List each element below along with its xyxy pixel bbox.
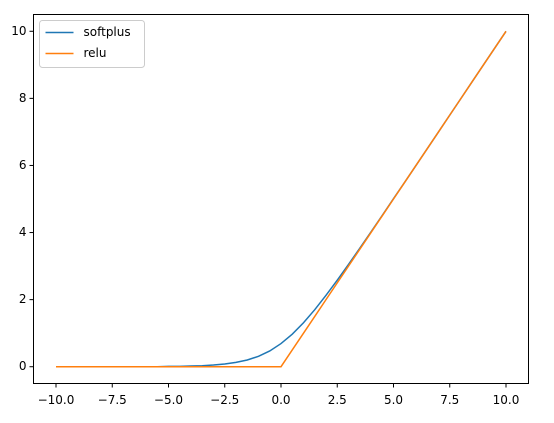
legend-label: softplus xyxy=(84,25,131,39)
x-tick-label: 10.0 xyxy=(493,393,520,407)
x-tick-label: −10.0 xyxy=(38,393,75,407)
x-tick-label: −7.5 xyxy=(98,393,127,407)
x-tick-label: 7.5 xyxy=(440,393,459,407)
x-tick-label: −2.5 xyxy=(210,393,239,407)
line xyxy=(56,30,507,368)
x-tick-label: −5.0 xyxy=(154,393,183,407)
y-tick-label: 2 xyxy=(19,292,27,306)
x-tick-label: 5.0 xyxy=(384,393,403,407)
y-tick-label: 6 xyxy=(19,158,27,172)
x-tick-label: 2.5 xyxy=(328,393,347,407)
y-tick-label: 0 xyxy=(19,359,27,373)
axes-frame xyxy=(33,14,529,384)
y-tick-label: 4 xyxy=(19,225,27,239)
y-tick-label: 10 xyxy=(11,24,26,38)
legend-label: relu xyxy=(84,46,107,60)
line xyxy=(56,30,507,368)
y-tick-label: 8 xyxy=(19,91,27,105)
x-tick-label: 0.0 xyxy=(271,393,290,407)
